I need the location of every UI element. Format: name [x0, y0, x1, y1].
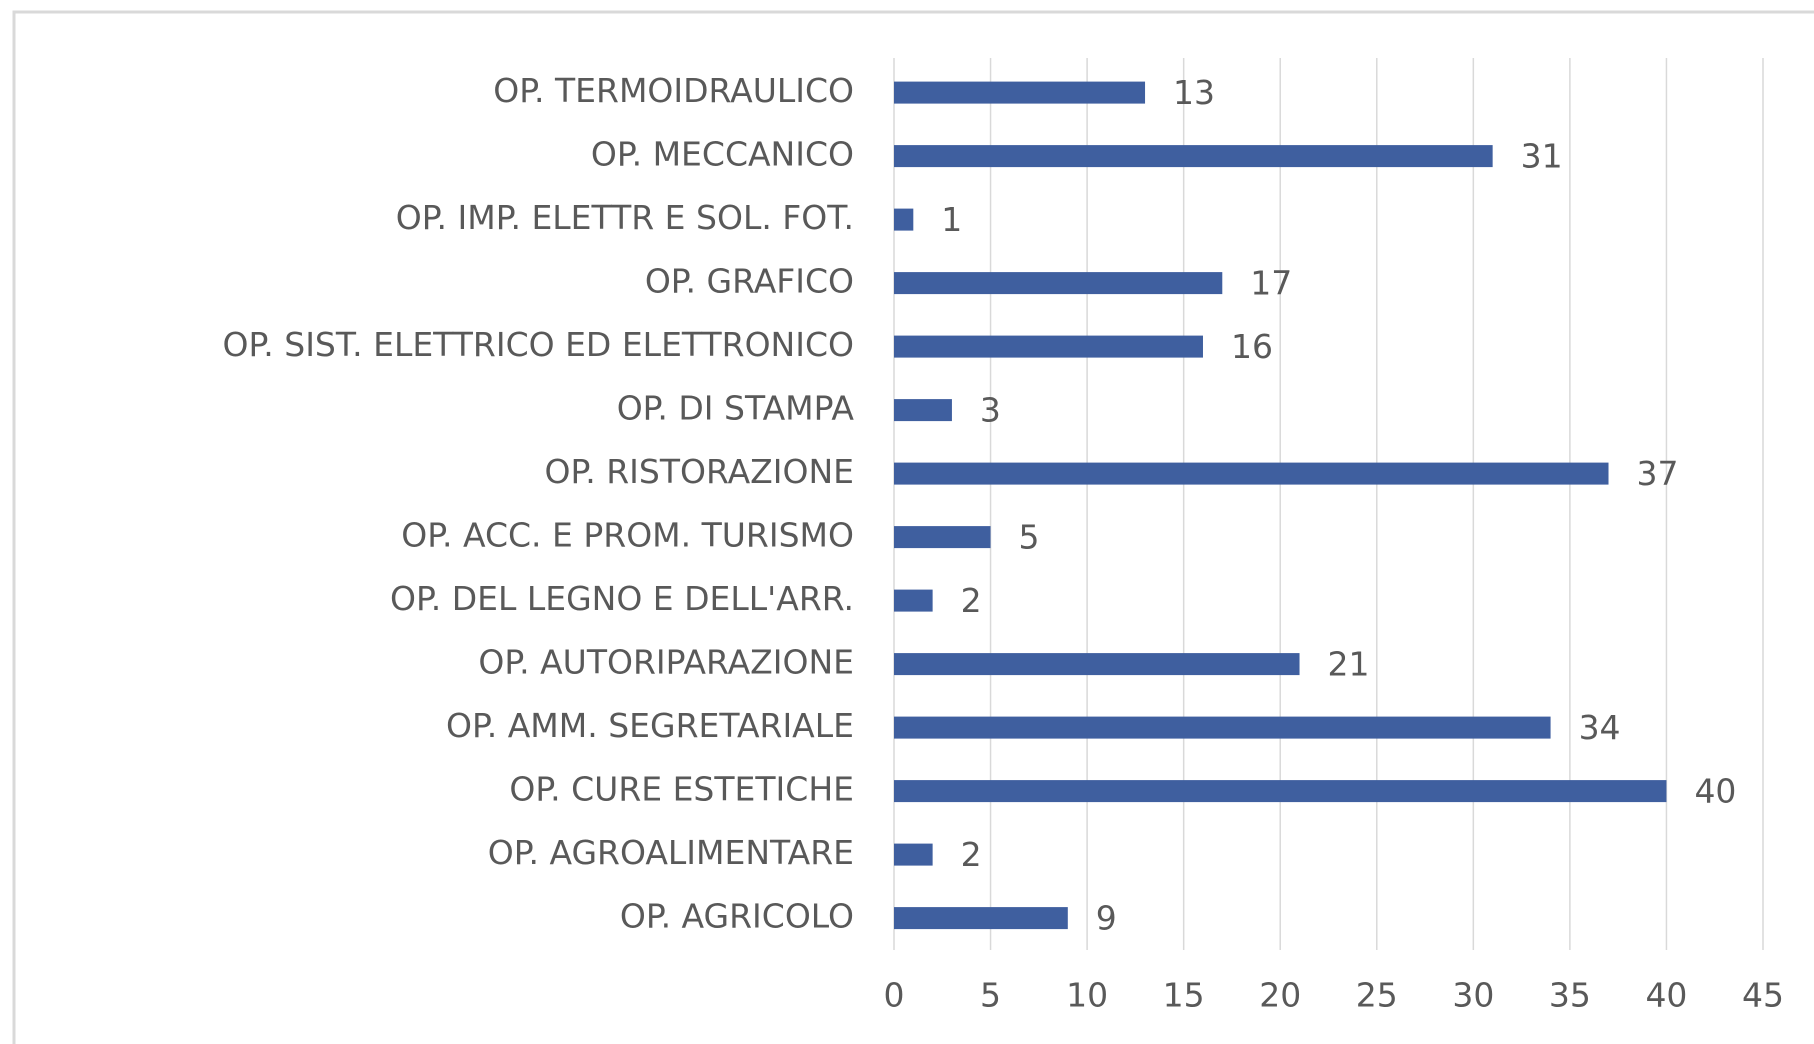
y-tick-label: OP. SIST. ELETTRICO ED ELETTRONICO: [223, 325, 854, 364]
bar: [894, 907, 1068, 930]
data-label: 2: [961, 835, 982, 874]
x-tick-label: 10: [1066, 976, 1108, 1015]
y-tick-label: OP. GRAFICO: [645, 262, 854, 301]
data-label: 9: [1096, 899, 1117, 938]
x-tick-label: 40: [1645, 976, 1687, 1015]
x-tick-label: 0: [884, 976, 905, 1015]
bar: [894, 145, 1493, 168]
bar: [894, 780, 1667, 803]
y-tick-label: OP. IMP. ELETTR E SOL. FOT.: [396, 198, 854, 237]
data-label: 13: [1173, 73, 1215, 112]
x-tick-label: 5: [980, 976, 1001, 1015]
data-label: 3: [980, 391, 1001, 430]
bar: [894, 81, 1146, 104]
chart-frame: [12, 10, 1814, 1044]
y-tick-label: OP. AMM. SEGRETARIALE: [446, 706, 854, 745]
data-label: 5: [1019, 518, 1040, 557]
data-label: 17: [1250, 264, 1292, 303]
data-label: 16: [1231, 327, 1273, 366]
bar: [894, 589, 933, 612]
data-label: 21: [1328, 645, 1370, 684]
x-tick-label: 25: [1356, 976, 1398, 1015]
bar: [894, 272, 1223, 295]
y-tick-label: OP. TERMOIDRAULICO: [493, 71, 854, 110]
bar: [894, 843, 933, 866]
bar: [894, 462, 1609, 485]
y-tick-label: OP. MECCANICO: [591, 135, 854, 174]
y-tick-label: OP. DI STAMPA: [617, 389, 855, 428]
y-tick-label: OP. RISTORAZIONE: [545, 452, 854, 491]
x-tick-label: 35: [1549, 976, 1591, 1015]
y-tick-label: OP. DEL LEGNO E DELL'ARR.: [390, 579, 854, 618]
bar: [894, 526, 991, 549]
data-label: 37: [1637, 454, 1679, 493]
x-tick-label: 45: [1742, 976, 1784, 1015]
bar: [894, 335, 1203, 358]
bar: [894, 716, 1551, 739]
data-label: 40: [1694, 772, 1736, 811]
y-tick-label: OP. AGRICOLO: [620, 897, 854, 936]
data-label: 1: [941, 200, 962, 239]
x-tick-label: 20: [1259, 976, 1301, 1015]
bar: [894, 399, 952, 422]
x-tick-label: 30: [1452, 976, 1494, 1015]
data-label: 31: [1521, 137, 1563, 176]
x-tick-label: 15: [1163, 976, 1205, 1015]
y-tick-label: OP. CURE ESTETICHE: [509, 770, 854, 809]
data-label: 2: [961, 581, 982, 620]
bar: [894, 208, 914, 231]
y-tick-label: OP. AUTORIPARAZIONE: [478, 643, 854, 682]
y-tick-label: OP. AGROALIMENTARE: [488, 833, 854, 872]
y-tick-label: OP. ACC. E PROM. TURISMO: [401, 516, 854, 555]
data-label: 34: [1579, 708, 1621, 747]
bar: [894, 653, 1300, 676]
